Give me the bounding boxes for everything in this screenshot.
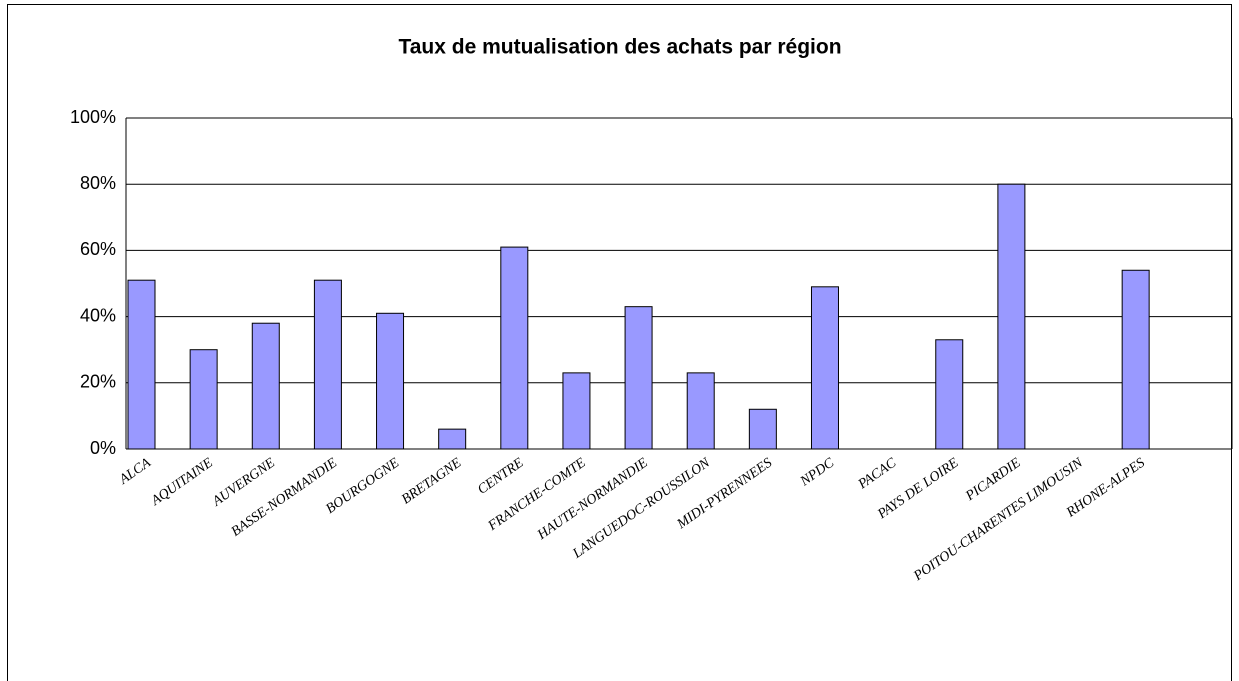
bar [810,286,839,450]
bar [686,372,715,450]
bar [376,312,405,450]
bar [500,246,529,450]
bar [997,183,1026,450]
bar [438,428,467,450]
bar [127,279,156,450]
y-tick-label: 20% [80,372,116,392]
bar [251,322,280,450]
y-tick-label: 100% [70,107,116,127]
y-tick-label: 60% [80,239,116,259]
chart-title: Taux de mutualisation des achats par rég… [398,36,841,59]
bar [313,279,342,450]
bar [935,339,964,450]
bar [1121,269,1150,450]
bar [748,408,777,450]
y-tick-label: 0% [90,438,116,458]
y-tick-label: 40% [80,305,116,325]
chart-frame [7,4,1232,681]
y-tick-label: 80% [80,173,116,193]
bar [562,372,591,450]
bar [624,306,653,450]
bar [189,349,218,450]
